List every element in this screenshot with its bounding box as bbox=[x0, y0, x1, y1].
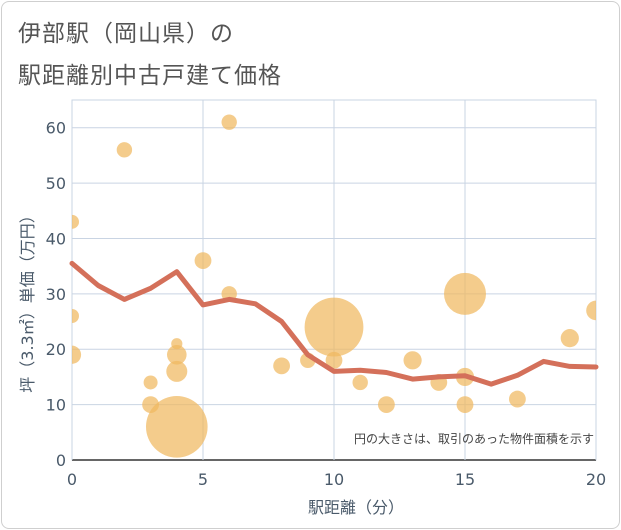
bubble-point bbox=[72, 309, 79, 323]
y-tick-label: 50 bbox=[46, 174, 66, 193]
x-tick-label: 0 bbox=[67, 470, 77, 489]
chart-title-line1: 伊部駅（岡山県）の bbox=[18, 21, 234, 47]
bubble-point bbox=[72, 345, 82, 364]
tick-labels: 0 10 20 30 40 50 60 0 5 10 15 20 bbox=[46, 119, 607, 489]
chart-annotation: 円の大きさは、取引のあった物件面積を示す bbox=[354, 431, 594, 446]
bubble-point bbox=[194, 252, 212, 270]
trend-line bbox=[69, 260, 599, 387]
bubble-point bbox=[456, 396, 474, 414]
y-tick-label: 40 bbox=[46, 229, 66, 248]
x-tick-label: 10 bbox=[324, 470, 344, 489]
bubble-point bbox=[403, 351, 422, 370]
bubble-point bbox=[167, 344, 187, 365]
y-tick-label: 60 bbox=[46, 119, 66, 138]
bubble-point bbox=[273, 357, 290, 375]
bubbles-layer bbox=[72, 114, 596, 458]
bubble-point bbox=[560, 329, 579, 348]
bubble-point bbox=[352, 374, 368, 391]
bubble-point bbox=[72, 214, 79, 229]
bubble-point bbox=[325, 351, 343, 369]
x-tick-label: 20 bbox=[586, 470, 606, 489]
x-tick-label: 15 bbox=[455, 470, 475, 489]
y-tick-label: 20 bbox=[46, 340, 66, 359]
bubble-point bbox=[166, 360, 188, 382]
bubble-point bbox=[586, 300, 596, 321]
bubble-point bbox=[304, 297, 364, 357]
bubble-point bbox=[143, 375, 158, 390]
x-axis-label: 駅距離（分） bbox=[308, 498, 404, 517]
y-tick-label: 0 bbox=[56, 451, 66, 470]
bubble-point bbox=[146, 395, 208, 458]
y-axis-label: 坪（3.3㎡）単価（万円） bbox=[18, 207, 37, 392]
bubble-point bbox=[509, 390, 526, 408]
x-tick-label: 5 bbox=[198, 470, 208, 489]
chart-title-line2: 駅距離別中古戸建て価格 bbox=[18, 63, 282, 89]
bubble-point bbox=[221, 114, 237, 130]
y-tick-label: 10 bbox=[46, 396, 66, 415]
bubble-point bbox=[378, 396, 395, 414]
y-tick-label: 30 bbox=[46, 285, 66, 304]
bubble-point bbox=[444, 272, 486, 315]
bubble-point bbox=[116, 142, 133, 158]
